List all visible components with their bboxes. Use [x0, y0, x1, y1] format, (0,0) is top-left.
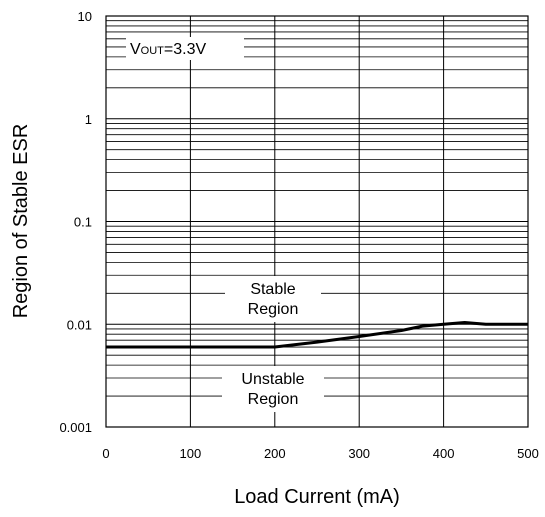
x-tick-labels: 0 100 200 300 400 500	[102, 446, 538, 461]
unstable-region-label: Unstable	[241, 371, 304, 388]
x-tick-label: 200	[264, 446, 286, 461]
y-axis-label: Region of Stable ESR	[10, 124, 32, 319]
series	[106, 321, 528, 349]
vout-label: VOUT=3.3V	[130, 41, 206, 58]
y-tick-label: 0.01	[67, 317, 92, 332]
unstable-region-label: Region	[248, 391, 299, 408]
x-tick-label: 300	[348, 446, 370, 461]
esr-boundary-line	[106, 321, 528, 349]
stable-region-label: Region	[248, 301, 299, 318]
plot-frame	[105, 15, 529, 428]
grid	[106, 16, 528, 427]
x-tick-label: 500	[517, 446, 539, 461]
x-tick-label: 0	[102, 446, 109, 461]
x-axis-label: Load Current (mA)	[234, 486, 400, 508]
vout-label-main: V	[130, 41, 141, 58]
stable-region-label: Stable	[250, 281, 295, 298]
y-tick-label: 1	[85, 112, 92, 127]
y-tick-label: 10	[78, 9, 92, 24]
x-tick-label: 100	[180, 446, 202, 461]
vout-label-bg	[126, 37, 244, 60]
unstable-label-bg	[222, 366, 324, 412]
vout-label-value: =3.3V	[164, 41, 207, 58]
x-tick-label: 400	[433, 446, 455, 461]
vout-label-subscript: OUT	[141, 45, 165, 57]
y-tick-label: 0.1	[74, 215, 92, 230]
annotations: VOUT=3.3V Stable Region Unstable Region	[126, 37, 324, 412]
y-tick-label: 0.001	[59, 420, 92, 435]
stable-label-bg	[225, 276, 321, 322]
y-tick-labels: 10 1 0.1 0.01 0.001	[59, 9, 92, 435]
